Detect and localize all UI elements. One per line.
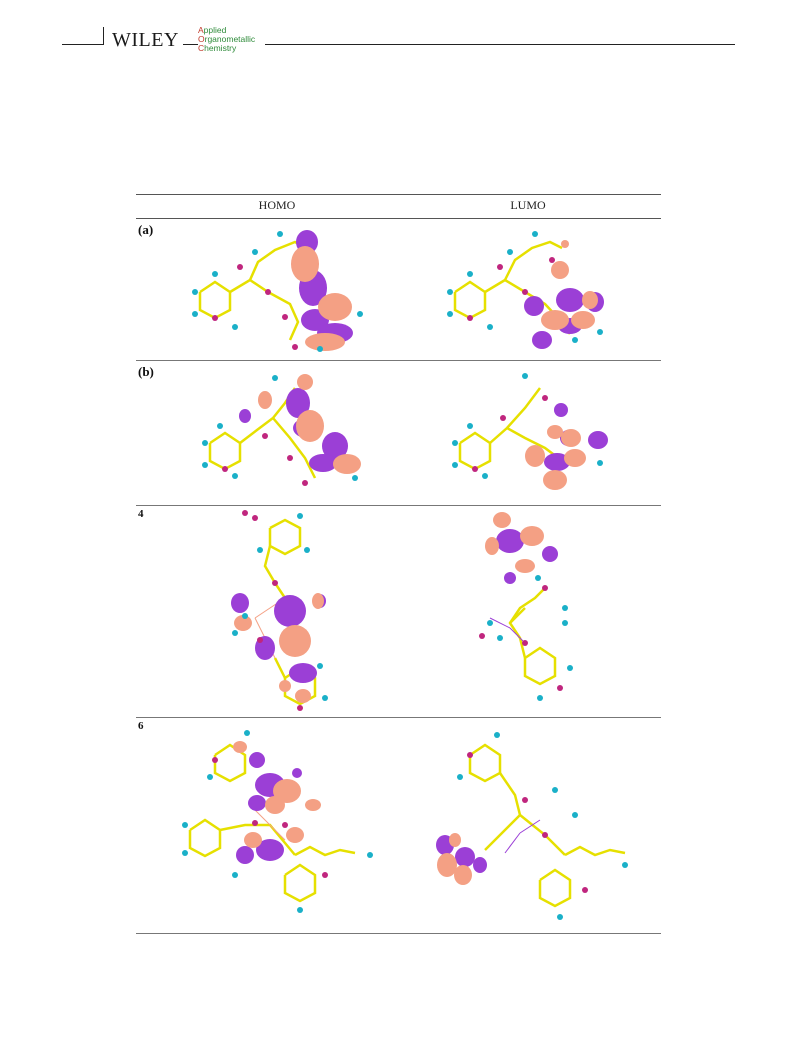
row-label-a: (a) xyxy=(138,222,154,237)
journal-rest-2: rganometallic xyxy=(204,34,256,44)
orbital-figure-a-homo xyxy=(192,230,363,352)
table-header-rule xyxy=(136,218,661,219)
orbital-figure-b-lumo xyxy=(452,373,608,490)
header-dash xyxy=(183,44,198,45)
orbital-figure-6-lumo xyxy=(436,732,628,920)
row-rule xyxy=(136,717,661,718)
table-bottom-rule xyxy=(136,933,661,934)
header-rule-left xyxy=(62,44,104,45)
row-rule xyxy=(136,360,661,361)
orbital-figure-a-lumo xyxy=(447,231,604,349)
journal-cap-2: O xyxy=(198,34,205,44)
journal-name: Applied Organometallic Chemistry xyxy=(198,26,255,53)
column-header-homo: HOMO xyxy=(258,198,296,212)
row-rule xyxy=(136,505,661,506)
column-header-lumo: LUMO xyxy=(510,198,546,212)
header-rule-right xyxy=(265,44,735,45)
orbital-figure-4-lumo xyxy=(479,512,573,701)
journal-rest-3: hemistry xyxy=(204,43,237,53)
row-label-6: 6 xyxy=(138,720,144,732)
orbital-figure-6-homo xyxy=(182,730,373,913)
table-top-rule xyxy=(136,194,661,195)
journal-cap-3: C xyxy=(198,43,205,53)
publisher-logo: WILEY xyxy=(112,29,179,51)
journal-rest-1: pplied xyxy=(203,25,227,35)
orbital-figure-b-homo xyxy=(202,374,361,486)
row-label-4: 4 xyxy=(138,508,144,520)
header-tick xyxy=(103,27,104,44)
orbital-figure-4-homo xyxy=(231,510,328,711)
journal-cap-1: A xyxy=(198,25,204,35)
row-label-b: (b) xyxy=(138,364,154,379)
